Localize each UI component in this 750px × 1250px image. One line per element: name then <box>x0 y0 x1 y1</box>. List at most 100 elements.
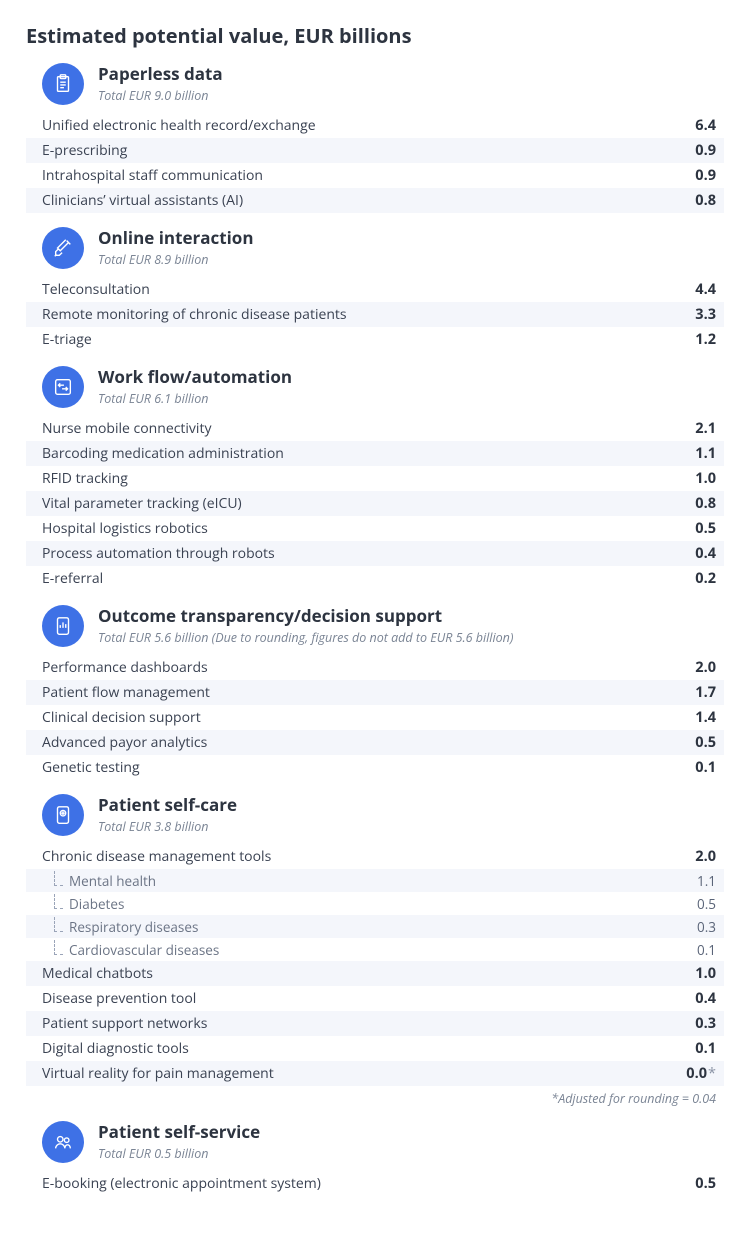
row-label: Intrahospital staff communication <box>42 166 263 185</box>
data-row: Clinicians’ virtual assistants (AI)0.8 <box>26 188 724 213</box>
row-label: Nurse mobile connectivity <box>42 419 211 438</box>
subrow-label: Cardiovascular diseases <box>54 940 219 959</box>
row-label: Medical chatbots <box>42 964 153 983</box>
row-label: Performance dashboards <box>42 658 208 677</box>
category-title: Work flow/automation <box>98 367 292 387</box>
row-value: 0.9 <box>695 141 716 160</box>
category-header: Paperless data Total EUR 9.0 billion <box>26 63 724 105</box>
category-subtitle: Total EUR 0.5 billion <box>98 1145 260 1162</box>
page-title: Estimated potential value, EUR billions <box>26 22 724 49</box>
category-block: Patient self-service Total EUR 0.5 billio… <box>26 1121 724 1196</box>
row-value: 0.4 <box>695 989 716 1008</box>
data-row: Patient flow management1.7 <box>26 680 724 705</box>
row-value: 1.2 <box>695 330 716 349</box>
row-value: 2.0 <box>695 847 716 866</box>
data-row: Remote monitoring of chronic disease pat… <box>26 302 724 327</box>
category-title: Paperless data <box>98 64 223 84</box>
row-value: 6.4 <box>695 116 716 135</box>
row-label: Teleconsultation <box>42 280 150 299</box>
row-value: 1.0 <box>695 469 716 488</box>
data-row: Performance dashboards 2.0 <box>26 655 724 680</box>
subrow-label: Mental health <box>54 871 156 890</box>
row-label: Clinical decision support <box>42 708 201 727</box>
subrow-label: Respiratory diseases <box>54 917 198 936</box>
data-row: Advanced payor analytics 0.5 <box>26 730 724 755</box>
data-row: Clinical decision support 1.4 <box>26 705 724 730</box>
categories-container: Paperless data Total EUR 9.0 billion Unifi… <box>26 63 724 1196</box>
row-value: 0.1 <box>695 1039 716 1058</box>
row-label: E-prescribing <box>42 141 127 160</box>
category-title: Online interaction <box>98 228 254 248</box>
data-row: Process automation through robots 0.4 <box>26 541 724 566</box>
data-row: Unified electronic health record/exchang… <box>26 113 724 138</box>
category-block: Online interaction Total EUR 8.9 billion T… <box>26 227 724 352</box>
data-row: Vital parameter tracking (eICU)0.8 <box>26 491 724 516</box>
tablet-chart-icon <box>42 605 84 647</box>
row-label: Process automation through robots <box>42 544 275 563</box>
row-label: Patient support networks <box>42 1014 207 1033</box>
subrow-value: 0.5 <box>697 895 716 913</box>
row-value: 0.8 <box>695 191 716 210</box>
data-row: Barcoding medication administration1.1 <box>26 441 724 466</box>
row-label: Virtual reality for pain management <box>42 1064 274 1083</box>
row-label: E-triage <box>42 330 92 349</box>
row-value: 1.0 <box>695 964 716 983</box>
footnote-star-icon: * <box>708 1064 716 1083</box>
row-value: 0.8 <box>695 494 716 513</box>
subrow-label: Diabetes <box>54 894 124 913</box>
data-row: Medical chatbots 1.0 <box>26 961 724 986</box>
people-icon <box>42 1121 84 1163</box>
row-value: 0.2 <box>695 569 716 588</box>
subrow-value: 0.1 <box>697 941 716 959</box>
category-subtitle: Total EUR 8.9 billion <box>98 251 254 268</box>
row-value: 0.5 <box>695 519 716 538</box>
row-value: 1.1 <box>695 444 716 463</box>
data-row: Teleconsultation 4.4 <box>26 277 724 302</box>
row-label: Disease prevention tool <box>42 989 196 1008</box>
arrows-icon <box>42 366 84 408</box>
row-value: 0.0* <box>686 1064 716 1083</box>
category-subtitle: Total EUR 3.8 billion <box>98 818 237 835</box>
row-label: Remote monitoring of chronic disease pat… <box>42 305 347 324</box>
health-app-icon <box>42 794 84 836</box>
data-row: Nurse mobile connectivity 2.1 <box>26 416 724 441</box>
subrow-value: 1.1 <box>697 872 716 890</box>
category-header: Patient self-service Total EUR 0.5 billio… <box>26 1121 724 1163</box>
row-label: Unified electronic health record/exchang… <box>42 116 316 135</box>
category-block: Outcome transparency/decision supportTot… <box>26 605 724 780</box>
row-value: 3.3 <box>695 305 716 324</box>
category-header: Patient self-care Total EUR 3.8 billion <box>26 794 724 836</box>
category-header: Online interaction Total EUR 8.9 billion <box>26 227 724 269</box>
row-label: Patient flow management <box>42 683 210 702</box>
category-subtitle: Total EUR 6.1 billion <box>98 390 292 407</box>
data-row: E-triage 1.2 <box>26 327 724 352</box>
data-subrow: Mental health 1.1 <box>26 869 724 892</box>
category-title: Patient self-service <box>98 1122 260 1142</box>
row-value: 0.4 <box>695 544 716 563</box>
data-row: Genetic testing0.1 <box>26 755 724 780</box>
category-footnote: *Adjusted for rounding = 0.04 <box>26 1090 724 1107</box>
category-block: Paperless data Total EUR 9.0 billion Unifi… <box>26 63 724 213</box>
data-subrow: Cardiovascular diseases 0.1 <box>26 938 724 961</box>
row-value: 0.9 <box>695 166 716 185</box>
category-title: Patient self-care <box>98 795 237 815</box>
row-label: Digital diagnostic tools <box>42 1039 189 1058</box>
row-value: 4.4 <box>695 280 716 299</box>
row-value: 2.1 <box>695 419 716 438</box>
category-subtitle: Total EUR 9.0 billion <box>98 87 223 104</box>
row-value: 0.1 <box>695 758 716 777</box>
row-label: E-booking (electronic appointment system… <box>42 1174 321 1193</box>
row-value: 0.5 <box>695 733 716 752</box>
row-label: RFID tracking <box>42 469 128 488</box>
row-label: Advanced payor analytics <box>42 733 207 752</box>
data-row: Patient support networks0.3 <box>26 1011 724 1036</box>
data-row: Hospital logistics robotics0.5 <box>26 516 724 541</box>
row-label: E-referral <box>42 569 103 588</box>
row-value: 1.4 <box>695 708 716 727</box>
data-row: Digital diagnostic tools 0.1 <box>26 1036 724 1061</box>
data-row: E-referral 0.2 <box>26 566 724 591</box>
row-label: Chronic disease management tools <box>42 847 271 866</box>
row-value: 2.0 <box>695 658 716 677</box>
data-row: Virtual reality for pain management 0.0* <box>26 1061 724 1086</box>
data-row: Disease prevention tool 0.4 <box>26 986 724 1011</box>
